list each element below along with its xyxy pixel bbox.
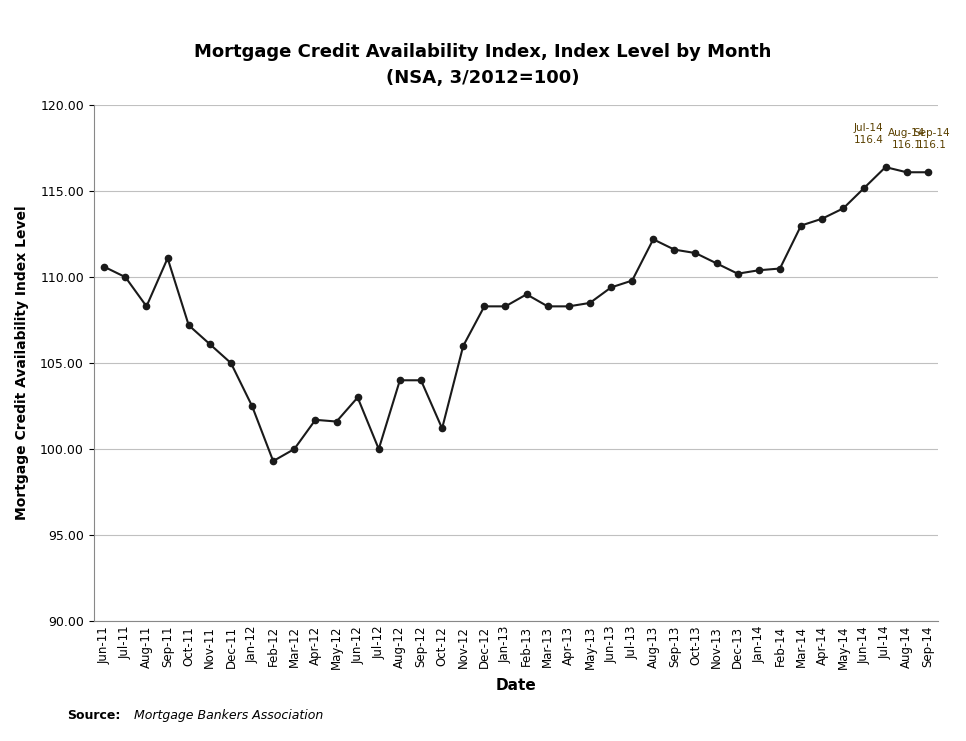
Text: Mortgage Bankers Association: Mortgage Bankers Association	[130, 709, 324, 722]
Y-axis label: Mortgage Credit Availability Index Level: Mortgage Credit Availability Index Level	[15, 206, 29, 520]
Text: (NSA, 3/2012=100): (NSA, 3/2012=100)	[386, 69, 580, 87]
X-axis label: Date: Date	[496, 678, 536, 693]
Text: Mortgage Credit Availability Index, Index Level by Month: Mortgage Credit Availability Index, Inde…	[194, 43, 772, 61]
Text: Source:: Source:	[68, 709, 121, 722]
Text: Aug-14
116.1: Aug-14 116.1	[888, 128, 925, 150]
Text: Jul-14
116.4: Jul-14 116.4	[854, 123, 884, 144]
Text: Sep-14
116.1: Sep-14 116.1	[914, 128, 951, 150]
